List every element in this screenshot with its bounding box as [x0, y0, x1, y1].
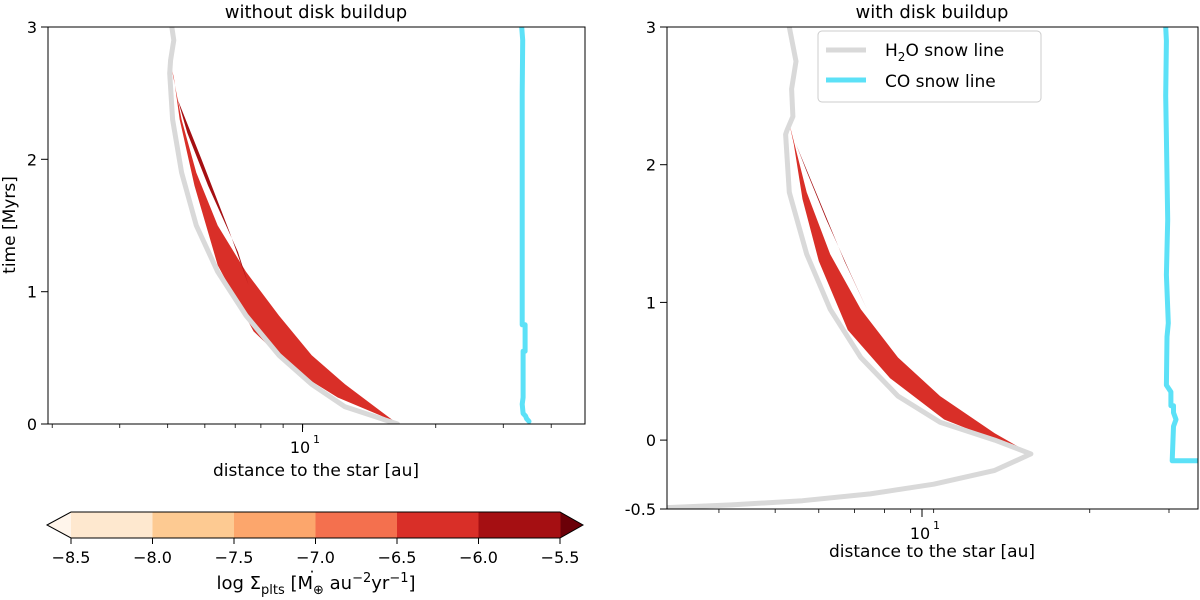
- colorbar-segment: [478, 512, 561, 538]
- left-x-axis-label: distance to the star [au]: [213, 461, 419, 481]
- right-panel: with disk buildup -0.5 0 1 2: [625, 2, 1199, 562]
- right-y-tick: 3: [646, 18, 667, 37]
- colorbar-tick-label: −7.0: [296, 548, 335, 567]
- svg-text:2: 2: [27, 150, 37, 169]
- colorbar-label-dot: ·: [310, 563, 315, 581]
- left-panel-title: without disk buildup: [225, 2, 407, 23]
- colorbar-tick-label: −6.0: [459, 548, 498, 567]
- svg-text:3: 3: [27, 18, 37, 37]
- svg-text:-0.5: -0.5: [625, 500, 656, 519]
- left-y-tick: 0: [27, 415, 48, 434]
- colorbar-segment: [234, 512, 316, 538]
- colorbar-ticks: −8.5 −8.0 −7.5 −7.0 −6.5 −6.0 −5.5: [52, 538, 580, 567]
- svg-text:1: 1: [646, 293, 656, 312]
- right-x-major-tick: 10 1: [910, 509, 940, 543]
- right-y-tick: 2: [646, 156, 667, 175]
- colorbar-tick-label: −6.5: [378, 548, 417, 567]
- colorbar-segment: [315, 512, 398, 538]
- svg-text:0: 0: [27, 415, 37, 434]
- left-y-axis-label: time [Myrs]: [0, 176, 20, 274]
- colorbar: −8.5 −8.0 −7.5 −7.0 −6.5 −6.0 −5.5 log Σplts […: [45, 511, 585, 598]
- svg-text:1: 1: [27, 283, 37, 302]
- colorbar-tick-label: −7.5: [215, 548, 254, 567]
- left-y-tick: 1: [27, 283, 48, 302]
- right-panel-title: with disk buildup: [856, 2, 1009, 23]
- right-x-tick-base: 10: [910, 524, 930, 543]
- legend-label-h2o: H2O snow line: [885, 41, 1004, 64]
- left-co-snow-line: [519, 27, 532, 424]
- left-panel: without disk buildup 0 1 2 3: [0, 2, 586, 481]
- right-co-snow-line: [1163, 27, 1198, 464]
- colorbar-over-extension: [560, 512, 583, 538]
- legend-box: [817, 30, 1042, 103]
- legend-label-co: CO snow line: [885, 72, 996, 92]
- left-peak-region: [177, 99, 249, 285]
- legend: H2O snow line CO snow line: [817, 30, 1042, 103]
- legend-entry-h2o: H2O snow line: [826, 41, 1004, 64]
- right-fill-regions: [789, 123, 1031, 454]
- left-snow-lines: [167, 27, 532, 424]
- left-x-major-tick: 10 1: [290, 424, 320, 457]
- svg-text:0: 0: [646, 431, 656, 450]
- left-x-tick-exp: 1: [313, 433, 320, 446]
- left-h2o-snow-line: [167, 27, 400, 424]
- svg-text:3: 3: [646, 18, 656, 37]
- left-fill-regions: [171, 69, 395, 422]
- right-x-tick-exp: 1: [933, 519, 940, 532]
- right-y-tick: 0: [646, 431, 667, 450]
- colorbar-under-extension: [47, 512, 71, 538]
- right-axes-frame: [666, 26, 1199, 510]
- right-y-tick: -0.5: [625, 500, 667, 519]
- colorbar-segment: [397, 512, 479, 538]
- colorbar-segments: [71, 512, 561, 538]
- left-planetesimal-formation-region: [171, 69, 395, 422]
- left-axes-frame: [47, 26, 586, 425]
- right-snow-lines: [667, 27, 1198, 509]
- colorbar-label: log Σplts [M⊕ au−2yr−1]: [216, 571, 415, 598]
- right-h2o-snow-line: [667, 27, 1034, 509]
- svg-text:2: 2: [646, 156, 656, 175]
- right-axes: -0.5 0 1 2 3 10 1 distan: [625, 18, 1170, 562]
- left-x-tick-base: 10: [290, 438, 310, 457]
- right-y-tick: 1: [646, 293, 667, 312]
- left-y-tick: 2: [27, 150, 48, 169]
- colorbar-tick-label: −8.0: [133, 548, 172, 567]
- colorbar-tick-label: −5.5: [541, 548, 580, 567]
- right-x-axis-label: distance to the star [au]: [829, 542, 1035, 562]
- colorbar-segment: [71, 512, 153, 538]
- legend-entry-co: CO snow line: [826, 72, 996, 92]
- right-planetesimal-formation-region: [789, 123, 1031, 454]
- left-y-tick: 3: [27, 18, 48, 37]
- colorbar-segment: [152, 512, 235, 538]
- colorbar-tick-label: −8.5: [52, 548, 91, 567]
- left-axes: 0 1 2 3 10 1 distance to the star [au] t…: [0, 18, 552, 481]
